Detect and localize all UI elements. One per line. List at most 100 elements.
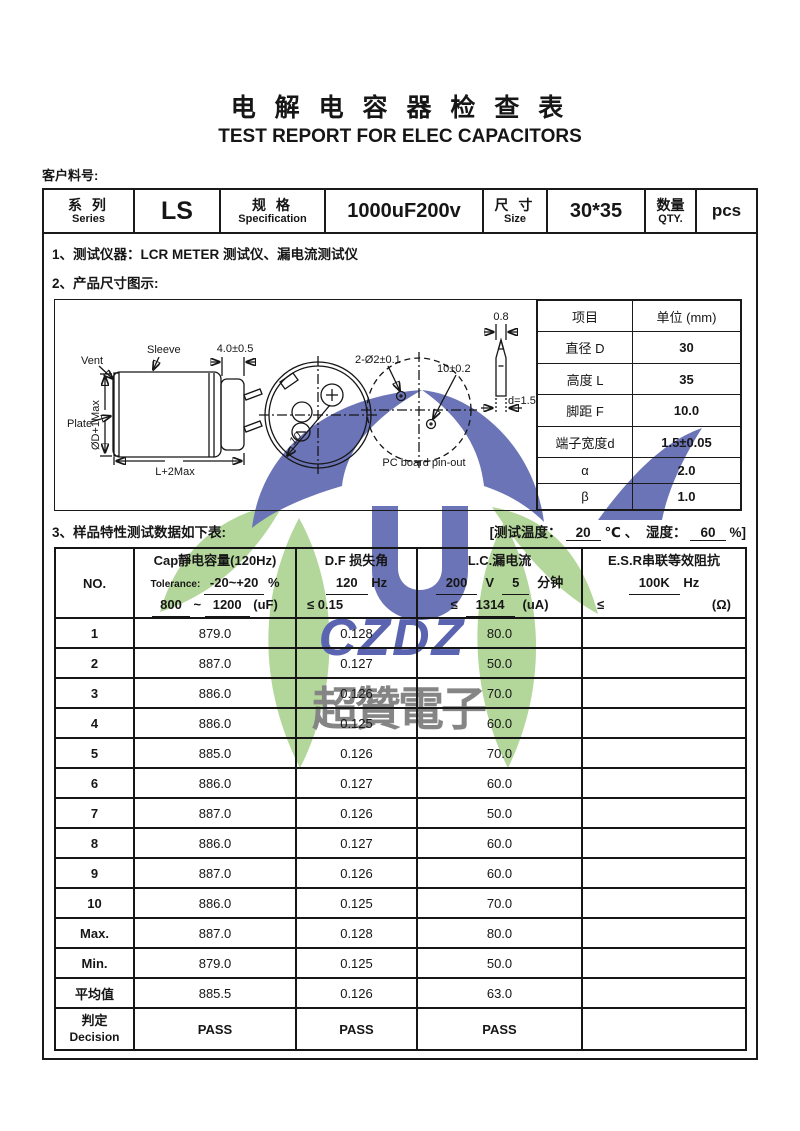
table-row: 4 886.0 0.125 60.0 [54,707,747,739]
qty-label-cn: 数量 [656,196,685,213]
capacitor-side-view: Vent Sleeve 4.0±0.5 ØD+1Max [67,343,263,478]
row-df: 0.125 [295,707,418,739]
table-row: 5 885.0 0.126 70.0 [54,737,747,769]
decision-label-en: Decision [69,1030,120,1045]
table-row-min: Min. 879.0 0.125 50.0 [54,947,747,979]
row-cap: 879.0 [133,617,297,649]
dim-row-terminal-width: 端子宽度d 1.5±0.05 [537,425,741,459]
customer-part-no-label: 客户料号: [42,168,99,183]
plate-label: Plate [67,418,92,430]
spec-value-cell: 1000uF200v [326,190,484,232]
dim-header-row: 项目 单位 (mm) [537,299,741,333]
row-cap: 887.0 [133,917,297,949]
spec-label-cn: 规 格 [252,196,293,213]
row-esr [581,917,747,949]
row-no: 10 [54,887,135,919]
humidity-value: 60 [690,525,726,541]
series-label-cn: 系 列 [68,196,109,213]
cap-range-line: 800 ~ 1200 (uF) [135,594,295,617]
table-row: 1 879.0 0.128 80.0 [54,617,747,649]
dim-item: 脚距 F [537,394,633,427]
size-value-cell: 30*35 [548,190,646,232]
row-no: 2 [54,647,135,679]
row-esr [581,977,747,1009]
lc-cond-line: 200 V 5 分钟 [418,572,581,595]
col-header-df: D.F 损失角 120 Hz ≤ 0.15 [295,547,418,619]
qty-unit: pcs [711,201,742,221]
temp-unit: ℃ 、 [604,525,639,540]
decision-label-cn: 判定 [81,1013,108,1029]
section-1-instruments: 1、测试仪器：LCR METER 测试仪、漏电流测试仪 [52,247,359,262]
row-lc: 60.0 [416,827,583,859]
diameter-dim-label: ØD+1Max [90,400,102,450]
dim-row-lead-spacing: 脚距 F 10.0 [537,394,741,427]
qty-label-en: QTY. [658,212,683,225]
dim-header-unit: 单位 (mm) [632,299,741,333]
dim-header-item: 项目 [537,299,633,333]
section-2-dimensions: 2、产品尺寸图示: [52,276,159,291]
dim-row-diameter: 直径 D 30 [537,331,741,364]
row-cap: 887.0 [133,857,297,889]
esr-freq: 100K [628,572,680,595]
lc-title: L.C.漏电流 [467,553,532,568]
lc-volt: 200 [435,572,478,595]
col-header-esr: E.S.R串联等效阻抗 100K Hz ≤ (Ω) [581,547,747,619]
col-header-lc: L.C.漏电流 200 V 5 分钟 ≤1314 (uA) [416,547,583,619]
series-label-cell: 系 列 Series [44,190,135,232]
report-frame: 系 列 Series LS 规 格 Specification 1000uF20… [42,188,758,1060]
table-row: 6 886.0 0.127 60.0 [54,767,747,799]
dimension-drawing-box: Vent Sleeve 4.0±0.5 ØD+1Max [54,299,742,511]
qty-unit-cell: pcs [697,190,756,232]
row-lc: 60.0 [416,767,583,799]
df-freq-line: 120 Hz [297,572,416,595]
row-esr [581,737,747,769]
dimension-table: 项目 单位 (mm) 直径 D 30 高度 L 35 脚距 F [537,299,741,510]
series-label-en: Series [71,212,106,225]
spec-label-cell: 规 格 Specification [221,190,326,232]
row-no: 8 [54,827,135,859]
spec-label-en: Specification [238,212,307,225]
row-esr [581,857,747,889]
cap-min: 800 [152,594,190,617]
row-lc: 80.0 [416,617,583,649]
row-df: 0.127 [295,647,418,679]
dim-value: 30 [632,331,741,364]
row-esr [581,887,747,919]
series-value-cell: LS [135,190,221,232]
dim-value: 35 [632,362,741,396]
size-label-en: Size [503,212,526,225]
lc-volt-unit: V [485,575,495,590]
row-df: 0.127 [295,767,418,799]
row-lc: 60.0 [416,707,583,739]
row-esr [581,677,747,709]
row-no: 5 [54,737,135,769]
cap-max: 1200 [204,594,250,617]
row-no: Max. [54,917,135,949]
lc-minutes: 5 [502,572,530,595]
df-limit: 0.15 [317,597,344,612]
row-cap: 885.5 [133,977,297,1009]
cap-tilde: ~ [193,597,202,612]
row-no: 6 [54,767,135,799]
row-df: 0.128 [295,617,418,649]
pin-thickness-label: d=1.5 [508,395,536,407]
row-df: 0.125 [295,947,418,979]
row-esr [581,767,747,799]
row-lc: 50.0 [416,947,583,979]
row-esr [581,947,747,979]
esr-freq-unit: Hz [683,575,700,590]
row-cap: 886.0 [133,887,297,919]
table-row: 8 886.0 0.127 60.0 [54,827,747,859]
row-esr [581,617,747,649]
dim-value: 1.5±0.05 [632,425,741,459]
row-cap: 886.0 [133,707,297,739]
row-esr [581,827,747,859]
decision-row: 判定 Decision PASS PASS PASS [54,1007,747,1051]
humidity-label: 湿度： [645,525,687,540]
row-df: 0.126 [295,737,418,769]
capacitor-bottom-view: 10 [259,356,377,474]
row-df: 0.126 [295,797,418,829]
spec-strip: 系 列 Series LS 规 格 Specification 1000uF20… [44,190,756,234]
row-lc: 50.0 [416,797,583,829]
